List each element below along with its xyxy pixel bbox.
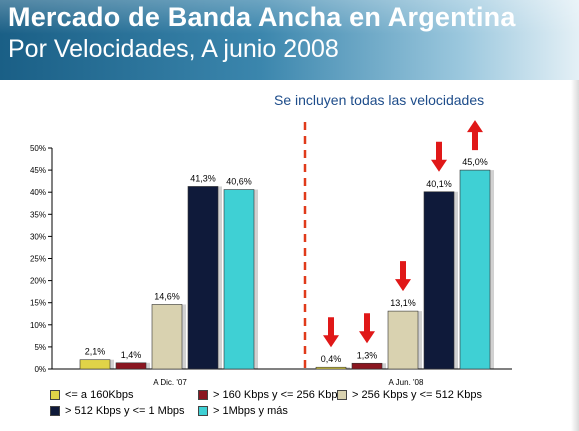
bar-shade (381, 363, 386, 369)
bar (151, 304, 183, 370)
y-tick-label: 0% (34, 365, 46, 374)
header-shine (0, 0, 579, 34)
legend-swatch (50, 406, 60, 416)
legend-swatch (198, 406, 208, 416)
header-banner: Mercado de Banda Ancha en Argentina Por … (0, 0, 579, 80)
legend-swatch (50, 390, 60, 400)
y-tick-label: 20% (30, 277, 46, 286)
bar-shade (253, 189, 258, 369)
x-tick-label: A Dic. '07 (153, 378, 187, 387)
y-tick-label: 40% (30, 188, 46, 197)
data-label: 45,0% (462, 157, 488, 167)
bar (79, 359, 111, 370)
bar-shade (453, 191, 458, 369)
data-label: 40,6% (226, 177, 252, 187)
x-tick-label: A Jun. '08 (389, 378, 424, 387)
y-tick-label: 25% (30, 255, 46, 264)
bar-shade (345, 367, 350, 369)
bar (387, 310, 419, 370)
legend-label: > 256 Kbps y <= 512 Kbps (352, 389, 482, 401)
trend-down-arrow-icon (323, 317, 339, 348)
y-tick-label: 45% (30, 166, 46, 175)
chart-note: Se incluyen todas las velocidades (274, 92, 485, 108)
bar (315, 366, 347, 370)
trend-down-arrow-icon (431, 141, 447, 172)
legend-label: > 512 Kbps y <= 1 Mbps (65, 405, 185, 417)
data-label: 1,4% (121, 350, 142, 360)
bar (351, 362, 383, 370)
legend-item: > 160 Kbps y <= 256 Kbps (198, 389, 343, 401)
bar (459, 169, 491, 370)
data-label: 0,4% (321, 354, 342, 364)
y-tick-label: 10% (30, 321, 46, 330)
legend-item: > 1Mbps y más (198, 405, 288, 417)
bar (423, 191, 455, 370)
data-label: 2,1% (85, 347, 106, 357)
bar (223, 189, 255, 370)
legend-item: > 256 Kbps y <= 512 Kbps (337, 389, 482, 401)
bar (187, 186, 219, 370)
legend-item: > 512 Kbps y <= 1 Mbps (50, 405, 185, 417)
data-label: 1,3% (357, 350, 378, 360)
trend-down-arrow-icon (395, 261, 411, 292)
data-label: 13,1% (390, 298, 416, 308)
legend-swatch (337, 390, 347, 400)
data-label: 41,3% (190, 173, 216, 183)
bar-shade (217, 186, 222, 369)
right-edge-shadow (571, 80, 579, 431)
bar-shade (181, 304, 186, 369)
data-label: 40,1% (426, 179, 452, 189)
page-subtitle: Por Velocidades, A junio 2008 (8, 35, 339, 63)
trend-down-arrow-icon (359, 313, 375, 344)
trend-up-arrow-icon (467, 120, 483, 151)
bar-shade (109, 359, 114, 369)
y-tick-label: 15% (30, 299, 46, 308)
y-tick-label: 35% (30, 210, 46, 219)
legend-item: <= a 160Kbps (50, 389, 134, 401)
bar-shade (417, 311, 422, 369)
page-title: Mercado de Banda Ancha en Argentina (8, 2, 516, 32)
bar (115, 362, 147, 370)
y-tick-label: 30% (30, 232, 46, 241)
legend-label: > 1Mbps y más (213, 405, 288, 417)
legend-swatch (198, 390, 208, 400)
bar-shade (145, 362, 150, 369)
legend-label: > 160 Kbps y <= 256 Kbps (213, 389, 343, 401)
y-tick-label: 5% (34, 343, 46, 352)
data-label: 14,6% (154, 291, 180, 301)
y-tick-label: 50% (30, 144, 46, 153)
legend-label: <= a 160Kbps (65, 389, 134, 401)
bar-shade (489, 170, 494, 369)
